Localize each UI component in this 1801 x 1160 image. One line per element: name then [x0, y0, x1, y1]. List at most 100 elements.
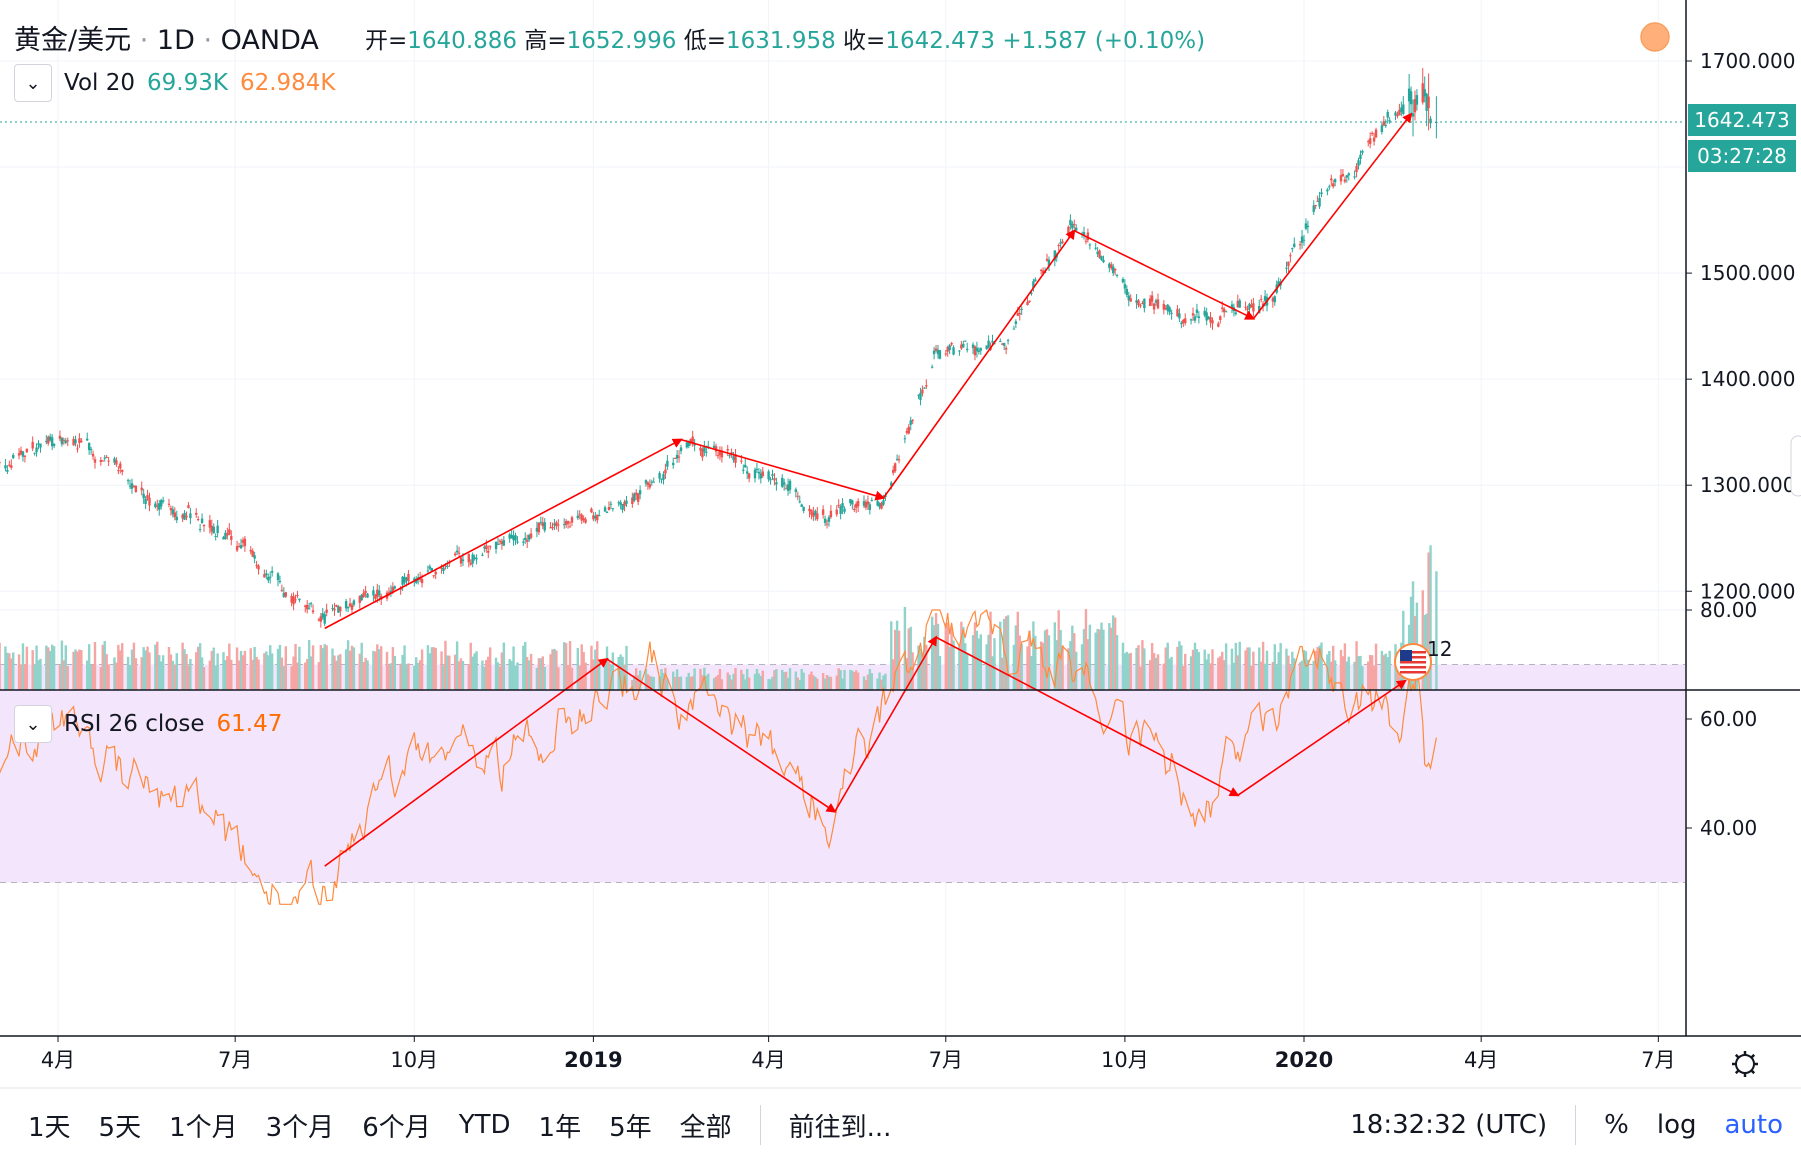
volume-bar — [814, 676, 817, 690]
goto-date-button[interactable]: 前往到... — [788, 1112, 892, 1143]
candle-body — [442, 567, 445, 572]
candle-body — [1320, 192, 1323, 195]
volume-bar — [810, 671, 813, 690]
utc-clock[interactable]: 18:32:32 (UTC) — [1350, 1110, 1548, 1140]
volume-bar — [1372, 665, 1376, 690]
candle-body — [952, 347, 955, 355]
candle-body — [115, 460, 118, 465]
candle-body — [306, 604, 309, 610]
volume-bar — [897, 630, 901, 690]
range-5d-button[interactable]: 5天 — [98, 1112, 142, 1143]
candle-body — [107, 460, 110, 462]
candle-body — [405, 577, 408, 581]
volume-bar — [769, 679, 772, 690]
volume-bar — [1082, 629, 1086, 690]
volume-bar — [1275, 665, 1278, 690]
candle-body — [592, 515, 595, 520]
volume-bar — [794, 671, 798, 690]
range-ytd-button[interactable]: YTD — [458, 1110, 511, 1140]
volume-bar — [74, 649, 77, 690]
volume-bar — [426, 645, 430, 690]
candle-body — [853, 508, 856, 510]
candle-body — [1238, 300, 1241, 308]
volume-bar — [183, 649, 186, 690]
candle-body — [226, 533, 229, 536]
volume-bar — [578, 665, 581, 690]
volume-bar — [230, 659, 233, 690]
candle-body — [1156, 299, 1160, 309]
candle-body — [1421, 83, 1424, 103]
volume-bar — [1001, 657, 1004, 690]
volume-bar — [344, 649, 348, 690]
volume-bar — [130, 649, 134, 690]
volume-bar — [705, 675, 708, 690]
candle-body — [882, 500, 885, 505]
candle-body — [1248, 303, 1251, 309]
range-1m-button[interactable]: 1个月 — [169, 1112, 238, 1143]
candle-body — [1094, 247, 1097, 249]
candle-body — [296, 595, 299, 597]
volume-bar — [646, 674, 650, 690]
candle-body — [1053, 250, 1056, 261]
volume-bar — [1345, 661, 1349, 690]
range-3m-button[interactable]: 3个月 — [265, 1112, 335, 1143]
volume-bar — [1184, 653, 1187, 690]
volume-bar — [1088, 624, 1092, 690]
percent-toggle[interactable]: % — [1604, 1110, 1629, 1140]
volume-bar — [348, 650, 352, 690]
log-toggle[interactable]: log — [1656, 1110, 1697, 1140]
range-1y-button[interactable]: 1年 — [538, 1112, 582, 1143]
candle-body — [1293, 243, 1296, 247]
range-6m-button[interactable]: 6个月 — [362, 1112, 431, 1143]
volume-bar — [603, 664, 607, 690]
candle-body — [350, 605, 354, 610]
volume-bar — [269, 645, 272, 690]
volume-bar — [930, 616, 934, 690]
candle-body — [851, 500, 854, 505]
volume-bar — [321, 648, 324, 690]
candle-body — [255, 564, 258, 566]
candle-body — [1234, 312, 1238, 315]
volume-bar — [415, 657, 418, 690]
candle-body — [1306, 225, 1310, 228]
chevron-down-icon[interactable]: ⌄ — [14, 64, 52, 102]
candle-body — [555, 522, 558, 527]
candle-body — [366, 593, 369, 598]
volume-bar — [781, 669, 784, 690]
volume-bar — [364, 657, 367, 690]
interval-label[interactable]: 1D — [156, 25, 195, 56]
volume-bar — [1034, 635, 1037, 690]
volume-bar — [1166, 642, 1169, 690]
chevron-down-icon[interactable]: ⌄ — [14, 705, 52, 743]
volume-bar — [745, 669, 749, 690]
range-all-button[interactable]: 全部 — [679, 1112, 732, 1143]
range-1d-button[interactable]: 1天 — [28, 1112, 71, 1143]
candle-body — [576, 515, 580, 519]
auto-toggle[interactable]: auto — [1724, 1110, 1783, 1140]
candle-body — [849, 499, 852, 504]
candle-body — [101, 460, 104, 462]
candle-body — [496, 543, 500, 545]
candle-body — [745, 471, 749, 474]
candle-body — [1086, 232, 1090, 241]
candle-body — [1004, 347, 1008, 350]
volume-bar — [76, 651, 79, 690]
candle-body — [1263, 296, 1267, 301]
candle-body — [1178, 313, 1181, 319]
volume-bar — [636, 675, 640, 690]
candle-body — [893, 463, 897, 472]
candle-body — [658, 473, 661, 479]
candle-body — [514, 535, 517, 541]
candle-body — [485, 545, 488, 550]
candle-body — [1357, 160, 1360, 166]
volume-bar — [816, 678, 819, 690]
volume-bar — [958, 644, 961, 690]
candle-body — [784, 488, 788, 490]
candle-body — [444, 565, 447, 567]
candle-body — [1162, 304, 1166, 310]
volume-bar — [619, 654, 622, 690]
volume-bar — [372, 650, 375, 690]
volume-bar — [434, 647, 437, 690]
chart-canvas[interactable]: 1700.000 1500.000 1400.000 1300.000 1200.000… — [0, 0, 1801, 1090]
range-5y-button[interactable]: 5年 — [609, 1112, 652, 1143]
